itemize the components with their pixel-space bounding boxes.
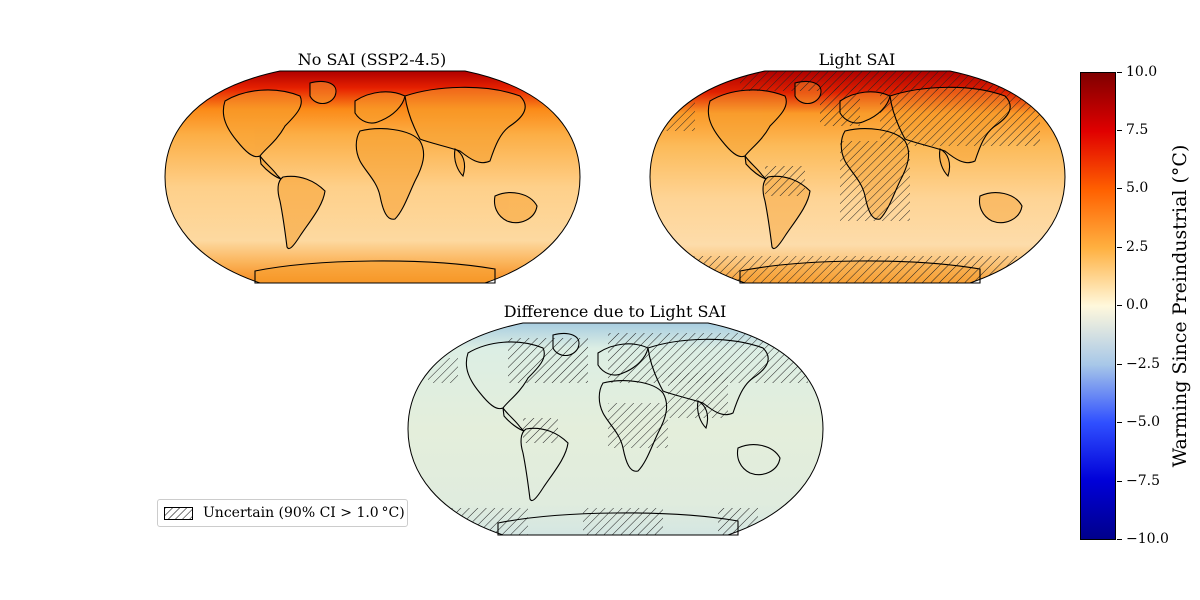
panel-title-no-sai: No SAI (SSP2-4.5) [297,50,447,69]
colorbar-tick: 0.0 [1117,297,1148,313]
colorbar-tick: −2.5 [1117,356,1160,372]
colorbar-tick: 10.0 [1117,64,1157,80]
colorbar-label: Warming Since Preindustrial (°C) [1169,144,1191,468]
colorbar [1080,72,1116,540]
legend-label: Uncertain (90% CI > 1.0 °C) [203,505,405,521]
map-difference [407,322,824,536]
panel-title-light-sai: Light SAI [818,50,896,69]
colorbar-tick: −10.0 [1117,531,1169,547]
colorbar-tick: −7.5 [1117,473,1160,489]
colorbar-tick: 2.5 [1117,239,1148,255]
hatch-swatch [164,506,193,520]
colorbar-tick: 5.0 [1117,180,1148,196]
colorbar-tick: 7.5 [1117,122,1148,138]
panel-title-difference: Difference due to Light SAI [503,302,727,321]
legend: Uncertain (90% CI > 1.0 °C) [157,499,408,527]
map-no-sai [164,70,581,284]
map-light-sai [649,70,1066,284]
colorbar-tick: −5.0 [1117,414,1160,430]
